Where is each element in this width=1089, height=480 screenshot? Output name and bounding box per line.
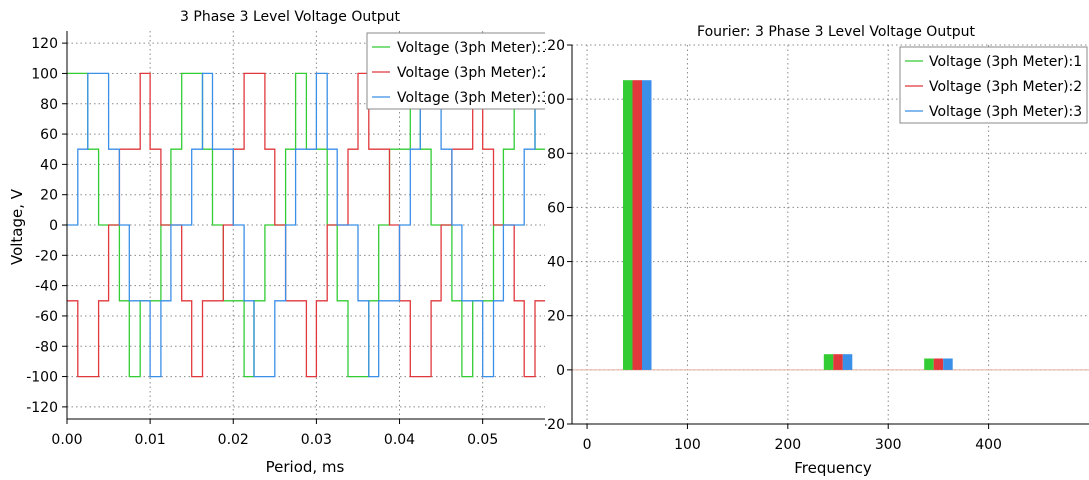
y-tick-label: -100 (26, 370, 58, 386)
x-tick-label: 200 (774, 437, 801, 453)
legend: Voltage (3ph Meter):1 Voltage (3ph Meter)… (366, 32, 545, 110)
y-tick-label: 0 (556, 363, 565, 379)
y-tick-label: 100 (545, 92, 565, 108)
x-tick-label: 0.03 (301, 432, 332, 448)
legend-label-1: Voltage (3ph Meter):1 (929, 54, 1082, 70)
x-tick-label: 0.05 (467, 432, 498, 448)
y-tick-label: 40 (40, 157, 58, 173)
plot-area (567, 44, 1089, 429)
y-tick-label: -40 (35, 279, 58, 295)
x-tick-label: 0.00 (51, 432, 82, 448)
bar-250-series-2 (833, 354, 843, 370)
y-tick-label: -80 (35, 339, 58, 355)
legend-label-2: Voltage (3ph Meter):2 (397, 65, 545, 81)
y-tick-label: 80 (40, 97, 58, 113)
bar-250-series-1 (823, 354, 834, 370)
y-tick-label: -20 (545, 417, 565, 433)
x-tick-label: 0 (583, 437, 592, 453)
y-tick-label: 0 (49, 218, 58, 234)
chart-title: Fourier: 3 Phase 3 Level Voltage Output (697, 24, 975, 40)
y-tick-label: 80 (547, 146, 565, 162)
x-tick-label: 0.02 (218, 432, 249, 448)
chart-title: 3 Phase 3 Level Voltage Output (180, 9, 400, 25)
y-tick-label: 120 (545, 38, 565, 54)
y-tick-label: 20 (40, 188, 58, 204)
x-axis-label: Period, ms (266, 458, 345, 476)
x-tick-label: 400 (975, 437, 1002, 453)
x-tick-label: 100 (674, 437, 701, 453)
bar-50-series-3 (642, 80, 652, 370)
series-line-2 (67, 72, 545, 378)
y-tick-label: 100 (31, 66, 58, 82)
y-tick-label: 120 (31, 36, 58, 52)
series-line-3 (67, 72, 545, 378)
x-axis-label: Frequency (794, 459, 872, 477)
legend-box (899, 46, 1088, 124)
bar-350-series-1 (924, 358, 934, 370)
legend-box (366, 32, 545, 110)
legend-label-3: Voltage (3ph Meter):3 (929, 104, 1082, 120)
legend: Voltage (3ph Meter):1 Voltage (3ph Meter)… (899, 46, 1088, 124)
x-tick-label: 0.04 (384, 432, 415, 448)
y-tick-label: 60 (547, 200, 565, 216)
legend-label-3: Voltage (3ph Meter):3 (397, 90, 545, 106)
legend-label-1: Voltage (3ph Meter):1 (397, 40, 545, 56)
y-tick-label: -20 (35, 248, 58, 264)
x-tick-label: 0.01 (135, 432, 166, 448)
y-tick-label: 60 (40, 127, 58, 143)
bar-350-series-2 (933, 358, 944, 370)
voltage-output-chart: 3 Phase 3 Level Voltage Output Voltage, … (8, 9, 545, 476)
series-line-1 (67, 72, 545, 378)
y-tick-label: -120 (26, 400, 58, 416)
y-tick-label: 40 (547, 255, 565, 271)
y-axis-label: Voltage, V (8, 188, 26, 265)
y-tick-label: 20 (547, 309, 565, 325)
bar-250-series-3 (842, 354, 853, 370)
y-tick-label: -60 (35, 309, 58, 325)
fourier-chart: Fourier: 3 Phase 3 Level Voltage Output … (545, 24, 1089, 477)
bar-50-series-1 (623, 80, 633, 370)
bar-350-series-3 (943, 358, 953, 370)
legend-label-2: Voltage (3ph Meter):2 (929, 79, 1082, 95)
bar-50-series-2 (632, 80, 642, 370)
x-tick-label: 300 (875, 437, 902, 453)
